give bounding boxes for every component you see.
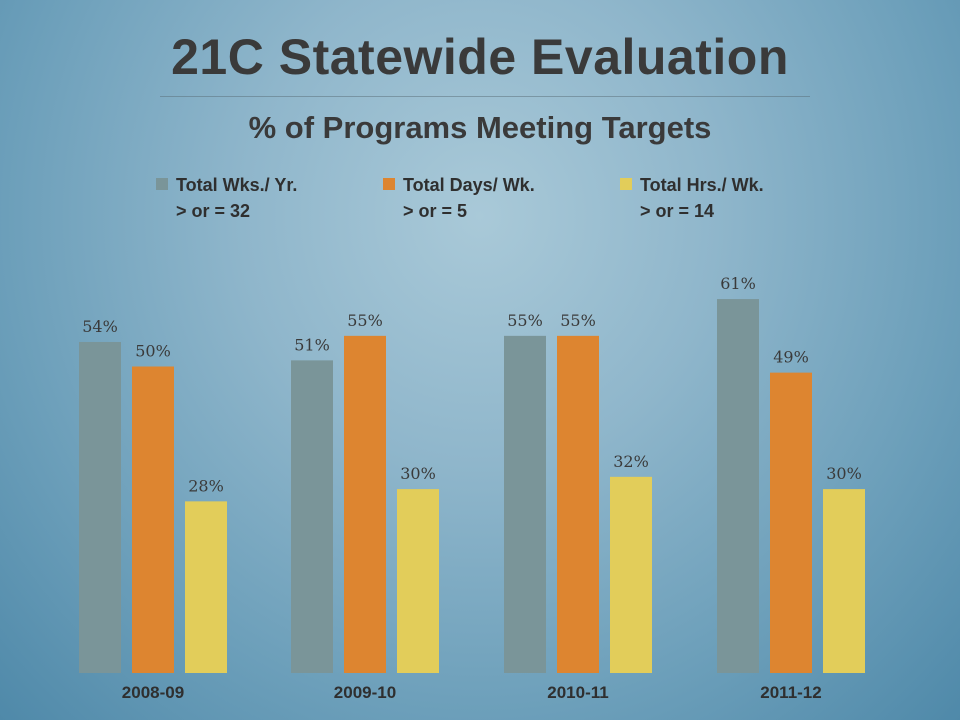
data-label-weeks-2011-12: 61% (720, 274, 756, 293)
legend-swatch-hours (620, 178, 632, 190)
chart-legend: Total Wks./ Yr. > or = 32 Total Days/ Wk… (0, 172, 960, 232)
bar-days-2008-09 (132, 366, 174, 673)
bar-days-2009-10 (344, 335, 386, 673)
data-label-hours-2009-10: 30% (400, 464, 436, 483)
legend-swatch-weeks (156, 178, 168, 190)
bar-weeks-2011-12 (717, 299, 759, 673)
bar-hours-2011-12 (823, 489, 865, 673)
bar-hours-2008-09 (185, 501, 227, 673)
data-label-weeks-2008-09: 54% (82, 317, 118, 336)
legend-item-hours: Total Hrs./ Wk. > or = 14 (620, 172, 764, 224)
data-label-days-2010-11: 55% (560, 311, 596, 330)
legend-sublabel-hours: > or = 14 (640, 201, 715, 221)
chart-title: % of Programs Meeting Targets (248, 110, 712, 145)
bar-days-2011-12 (770, 372, 812, 673)
bar-days-2010-11 (557, 335, 599, 673)
data-label-hours-2008-09: 28% (188, 476, 224, 495)
legend-label-hours: Total Hrs./ Wk. (640, 175, 764, 195)
bar-weeks-2010-11 (504, 335, 546, 673)
data-label-hours-2010-11: 32% (613, 452, 649, 471)
data-label-hours-2011-12: 30% (826, 464, 862, 483)
bar-weeks-2009-10 (291, 360, 333, 673)
data-label-days-2009-10: 55% (347, 311, 383, 330)
data-label-weeks-2009-10: 51% (294, 335, 330, 354)
data-label-days-2011-12: 49% (773, 348, 809, 367)
legend-item-weeks: Total Wks./ Yr. > or = 32 (156, 172, 297, 224)
x-tick-label-2008-09: 2008-09 (122, 683, 184, 702)
bar-hours-2009-10 (397, 489, 439, 673)
legend-label-days: Total Days/ Wk. (403, 175, 535, 195)
bar-hours-2010-11 (610, 476, 652, 673)
x-tick-label-2011-12: 2011-12 (760, 683, 821, 702)
legend-item-days: Total Days/ Wk. > or = 5 (383, 172, 535, 224)
title-divider (160, 96, 810, 97)
legend-swatch-days (383, 178, 395, 190)
x-tick-label-2010-11: 2010-11 (547, 683, 608, 702)
legend-label-weeks: Total Wks./ Yr. (176, 175, 298, 195)
x-tick-label-2009-10: 2009-10 (334, 683, 396, 702)
data-label-weeks-2010-11: 55% (507, 311, 543, 330)
legend-sublabel-days: > or = 5 (403, 201, 468, 221)
bar-weeks-2008-09 (79, 341, 121, 673)
slide-title: 21C Statewide Evaluation (171, 29, 789, 85)
data-label-days-2008-09: 50% (135, 342, 171, 361)
legend-sublabel-weeks: > or = 32 (176, 201, 251, 221)
